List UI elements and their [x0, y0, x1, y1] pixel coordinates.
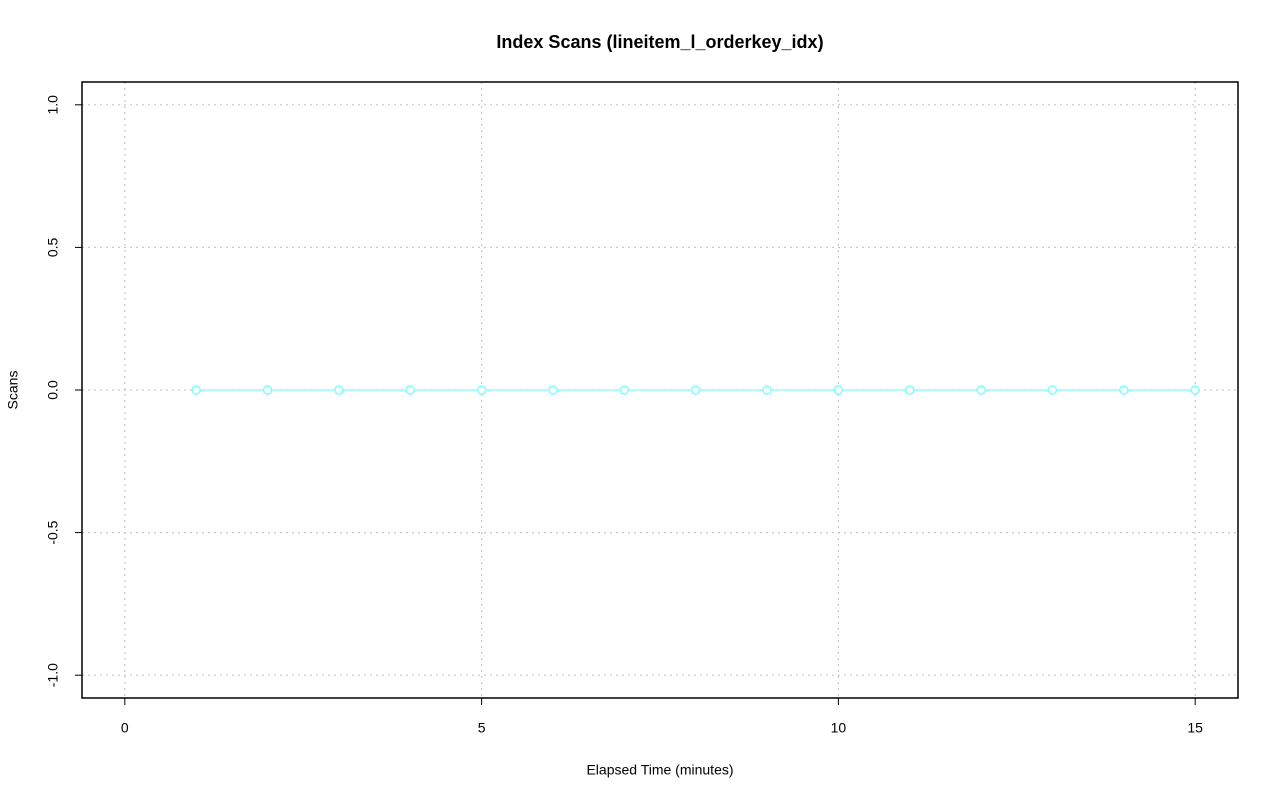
point [690, 385, 701, 395]
point [905, 385, 915, 395]
point [334, 385, 344, 395]
y-axis-label: Scans [5, 371, 21, 410]
point [191, 385, 201, 395]
x-tick-label: 5 [478, 720, 486, 736]
point [548, 385, 558, 395]
point [405, 385, 415, 395]
x-tick-label: 0 [121, 720, 129, 736]
point [476, 385, 487, 395]
point [619, 385, 630, 395]
point [1047, 385, 1058, 395]
x-tick-label: 15 [1187, 720, 1203, 736]
y-tick-label: -1.0 [45, 663, 61, 687]
point [976, 385, 986, 395]
point [1119, 385, 1129, 395]
y-tick-label: 1.0 [45, 95, 61, 115]
chart-title: Index Scans (lineitem_l_orderkey_idx) [496, 32, 823, 52]
x-axis-label: Elapsed Time (minutes) [586, 762, 733, 778]
y-tick-label: -0.5 [45, 520, 61, 544]
point [762, 385, 772, 395]
point [262, 385, 273, 395]
y-tick-label: 0.0 [45, 380, 61, 400]
plot-frame [81, 81, 1239, 699]
point [833, 385, 844, 395]
y-tick-label: 0.5 [45, 237, 61, 257]
point [1190, 385, 1200, 395]
x-tick-label: 10 [831, 720, 847, 736]
